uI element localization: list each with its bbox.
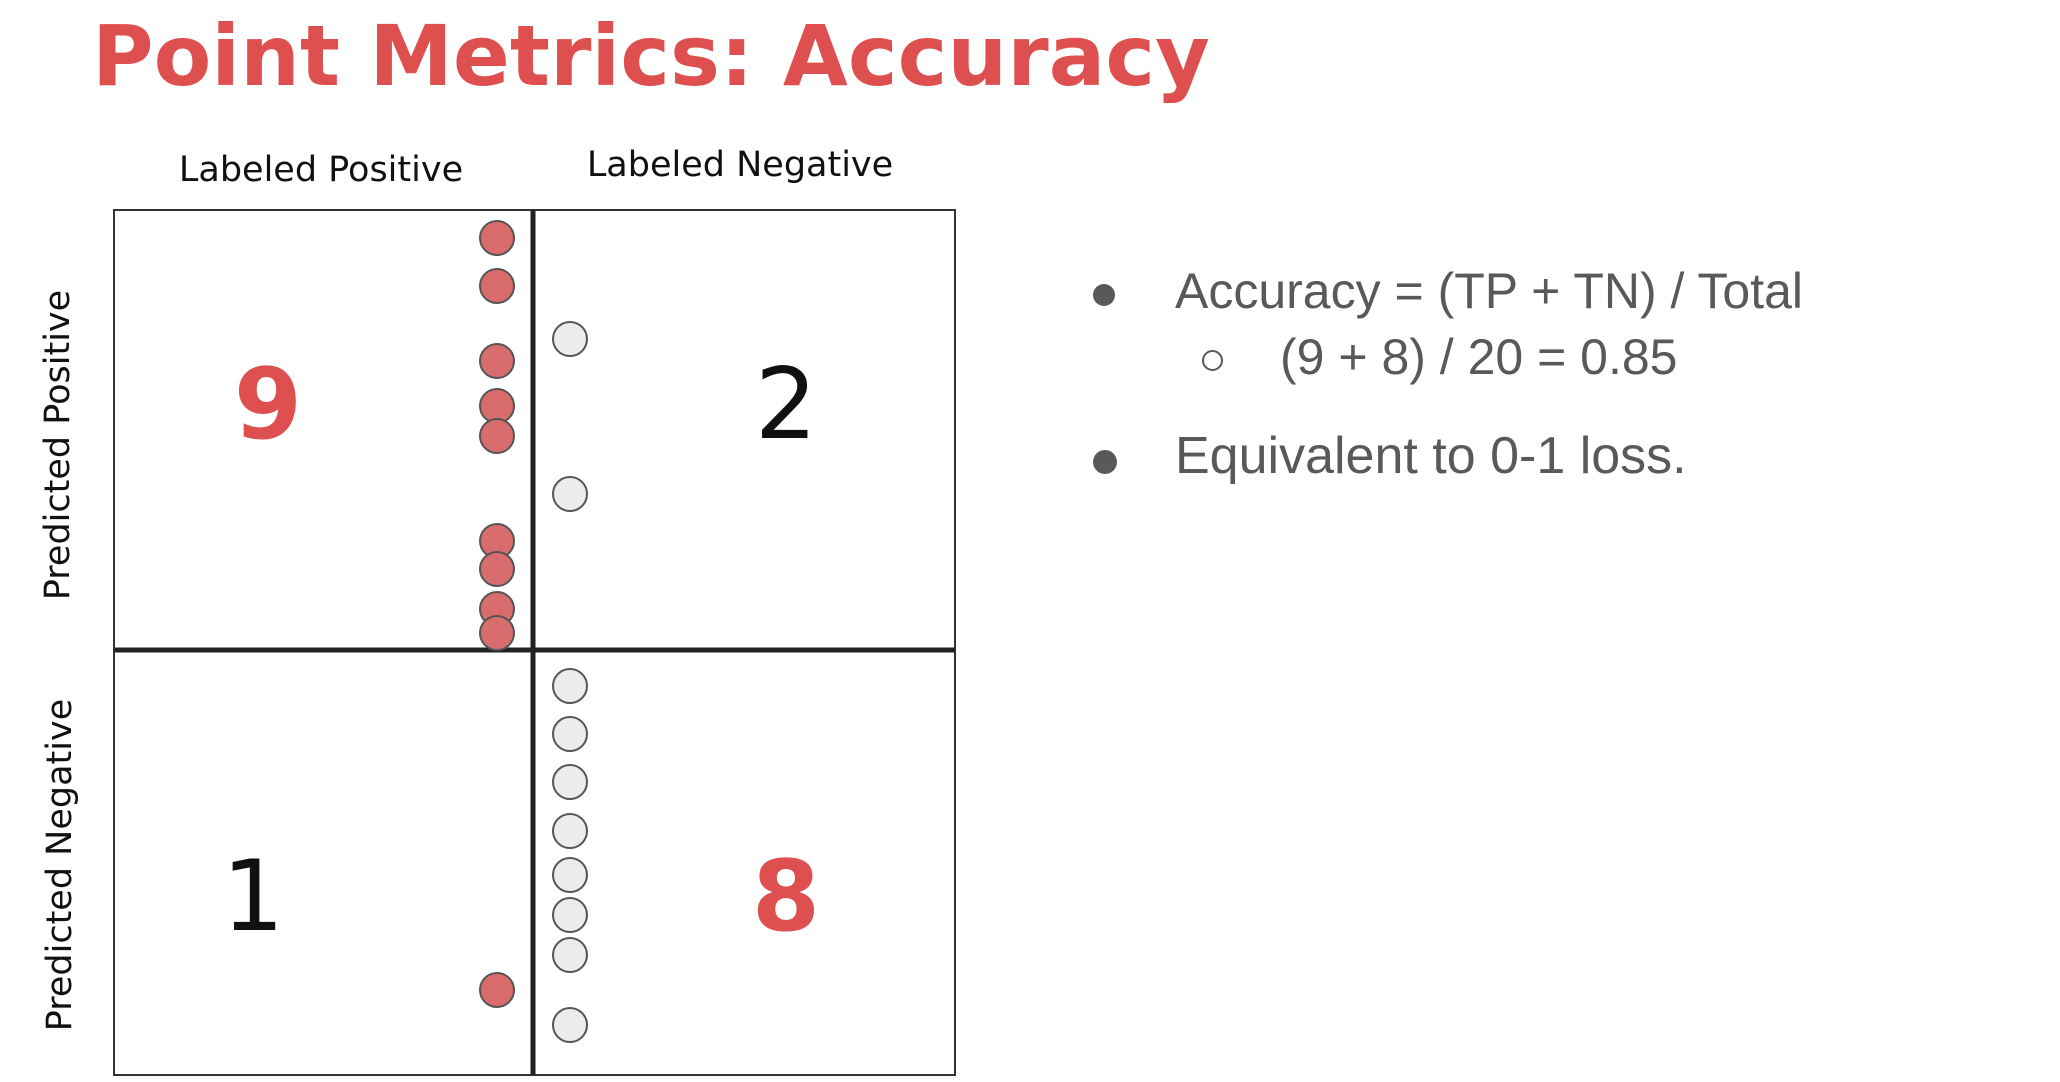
- bullet-item-equivalence: Equivalent to 0-1 loss.: [1090, 426, 1803, 486]
- column-label-labeled-negative: Labeled Negative: [586, 145, 894, 185]
- positive-point: [479, 268, 515, 304]
- cell-count-false-positive: 2: [755, 348, 817, 462]
- positive-point: [479, 388, 515, 424]
- data-points: [479, 220, 588, 1043]
- bullet-text: (9 + 8) / 20 = 0.85: [1280, 329, 1678, 385]
- bullet-text: Equivalent to 0-1 loss.: [1175, 427, 1687, 485]
- positive-point: [479, 551, 515, 587]
- column-label-labeled-positive: Labeled Positive: [178, 150, 464, 190]
- positive-point: [479, 220, 515, 256]
- bullet-item-accuracy-formula: Accuracy = (TP + TN) / Total: [1090, 262, 1803, 320]
- bullet-list: Accuracy = (TP + TN) / Total (9 + 8) / 2…: [1090, 262, 1803, 486]
- negative-point: [552, 857, 588, 893]
- matrix-cell-true-positive: [113, 209, 534, 651]
- negative-point: [552, 813, 588, 849]
- bullet-text: Accuracy = (TP + TN) / Total: [1175, 263, 1804, 319]
- bullet-item-accuracy-calculation: (9 + 8) / 20 = 0.85: [1090, 328, 1803, 386]
- bullet-dot-icon: [1093, 450, 1117, 474]
- negative-point: [552, 668, 588, 704]
- cell-count-true-positive: 9: [234, 348, 302, 462]
- matrix-cell-false-negative: [113, 649, 534, 1076]
- positive-point: [479, 343, 515, 379]
- negative-point: [552, 764, 588, 800]
- matrix-cell-true-negative: [532, 649, 956, 1076]
- positive-point: [479, 615, 515, 651]
- negative-point: [552, 321, 588, 357]
- slide-title: Point Metrics: Accuracy: [92, 7, 1210, 105]
- negative-point: [552, 937, 588, 973]
- bullet-dot-icon: [1093, 284, 1115, 306]
- positive-point: [479, 418, 515, 454]
- cell-count-false-negative: 1: [222, 840, 284, 954]
- cell-count-true-negative: 8: [752, 840, 820, 954]
- bullet-circle-icon: [1202, 350, 1223, 371]
- positive-point: [479, 972, 515, 1008]
- negative-point: [552, 897, 588, 933]
- negative-point: [552, 716, 588, 752]
- negative-point: [552, 476, 588, 512]
- negative-point: [552, 1007, 588, 1043]
- matrix-cell-false-positive: [532, 209, 956, 651]
